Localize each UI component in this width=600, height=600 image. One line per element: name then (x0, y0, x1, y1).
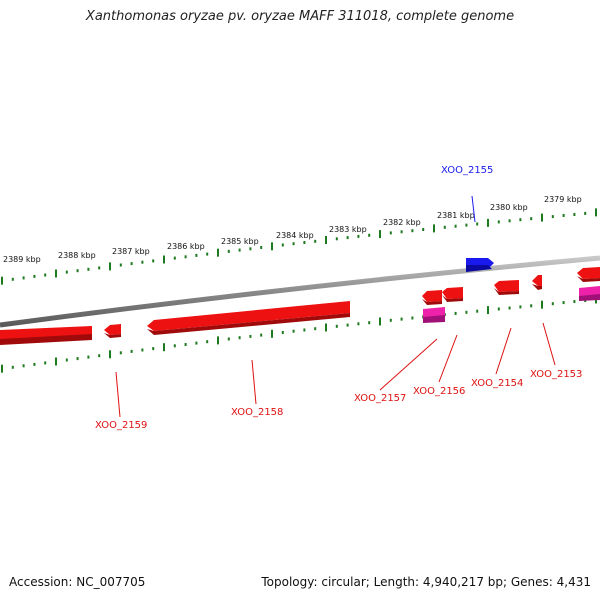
scale-label-2389: 2389 kbp (3, 255, 41, 264)
gene-xoo-2154[interactable] (494, 280, 519, 295)
reverse-gene-labels: XOO_2159 XOO_2158 XOO_2157 XOO_2156 XOO_… (95, 369, 582, 431)
gene-xoo-2156[interactable] (442, 287, 463, 302)
gene-xoo-2157-label[interactable]: XOO_2157 (354, 393, 406, 404)
scale-label-2384: 2384 kbp (276, 231, 314, 240)
gene-xoo-2157[interactable] (422, 290, 445, 323)
gene-xoo-2159-label[interactable]: XOO_2159 (95, 420, 147, 431)
reverse-gene-leaders (115, 322, 556, 418)
gene-xoo-2158[interactable] (147, 301, 350, 335)
gene-edge-right[interactable] (577, 267, 600, 301)
gene-xoo-2156-leader (438, 334, 458, 383)
gene-xoo-2154-leader (495, 327, 512, 375)
gene-xoo-2155[interactable]: XOO_2155 (441, 165, 494, 272)
scale-label-2382: 2382 kbp (383, 218, 421, 227)
scale-label-2386: 2386 kbp (167, 242, 205, 251)
scale-label-2383: 2383 kbp (329, 225, 367, 234)
accession-text: Accession: NC_007705 (9, 575, 146, 589)
scale-label-2385: 2385 kbp (221, 237, 259, 246)
gene-xoo-2158-label[interactable]: XOO_2158 (231, 407, 283, 418)
scale-label-2388: 2388 kbp (58, 251, 96, 260)
forward-scale-ticks (1, 208, 597, 285)
gene-xoo-2158-leader (251, 359, 257, 405)
map-title: Xanthomonas oryzae pv. oryzae MAFF 31101… (85, 9, 515, 24)
gene-xoo-2154-label[interactable]: XOO_2154 (471, 378, 523, 389)
gene-xoo-2157-leader (379, 338, 438, 391)
gene-xoo-2153-leader (542, 322, 556, 366)
scale-labels: 2389 kbp 2388 kbp 2387 kbp 2386 kbp 2385… (3, 195, 582, 264)
reverse-scale-ticks (1, 295, 597, 373)
scale-label-2379: 2379 kbp (544, 195, 582, 204)
gene-xoo-2155-leader (471, 195, 476, 223)
genome-summary-text: Topology: circular; Length: 4,940,217 bp… (261, 575, 591, 589)
gene-xoo-2159[interactable] (0, 324, 121, 345)
gene-xoo-2156-label[interactable]: XOO_2156 (413, 386, 465, 397)
gene-xoo-2155-label[interactable]: XOO_2155 (441, 165, 493, 176)
scale-label-2380: 2380 kbp (490, 203, 528, 212)
genome-backbone (0, 255, 600, 328)
gene-xoo-2159-leader (115, 371, 121, 418)
gene-xoo-2153[interactable] (532, 275, 542, 290)
scale-label-2387: 2387 kbp (112, 247, 150, 256)
gene-xoo-2153-label[interactable]: XOO_2153 (530, 369, 582, 380)
scale-label-2381: 2381 kbp (437, 211, 475, 220)
